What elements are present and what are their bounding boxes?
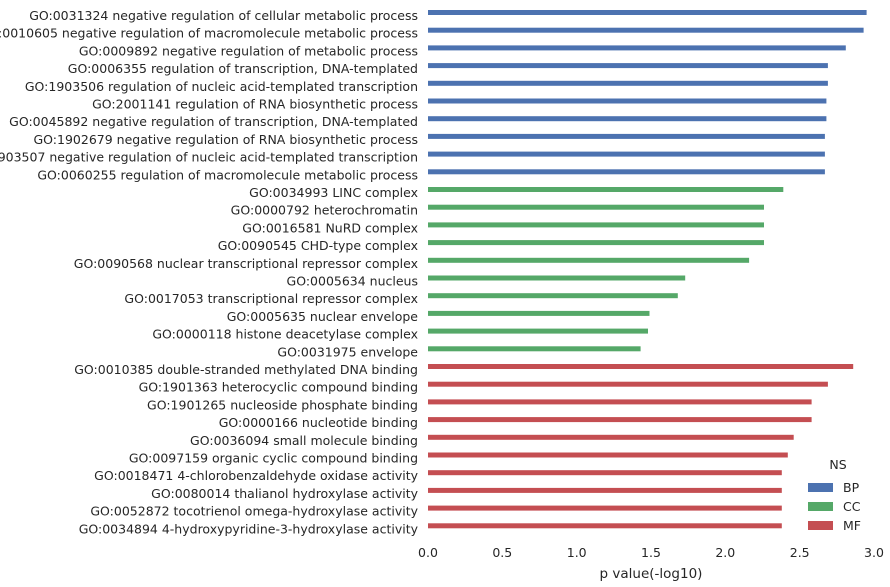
category-label: GO:0090545 CHD-type complex	[218, 238, 418, 253]
category-label: GO:0005635 nuclear envelope	[227, 309, 419, 324]
bar-cc	[428, 275, 686, 281]
bar-cc	[428, 293, 678, 299]
category-label: GO:0034894 4-hydroxypyridine-3-hydroxyla…	[79, 521, 419, 536]
category-label: GO:1901363 heterocyclic compound binding	[139, 380, 418, 395]
legend-title: NS	[829, 457, 846, 472]
category-label: GO:0090568 nuclear transcriptional repre…	[74, 256, 418, 271]
bar-bp	[428, 10, 867, 15]
category-label: GO:0034993 LINC complex	[249, 185, 418, 200]
bars-group	[428, 10, 867, 529]
category-label: GO:0000118 histone deacetylase complex	[152, 327, 418, 342]
category-label: GO:1903507 negative regulation of nuclei…	[0, 150, 418, 165]
x-axis-title: p value(-log10)	[600, 566, 703, 582]
x-tick-label: 2.5	[790, 545, 810, 560]
bar-mf	[428, 364, 854, 369]
category-label: GO:0005634 nucleus	[287, 274, 418, 289]
category-label: GO:1901265 nucleoside phosphate binding	[147, 397, 418, 412]
legend-label-mf: MF	[843, 518, 861, 533]
bar-cc	[428, 222, 764, 228]
bar-cc	[428, 328, 648, 334]
bar-bp	[428, 169, 825, 175]
bar-cc	[428, 257, 750, 263]
bar-mf	[428, 381, 828, 387]
category-label: GO:1903506 regulation of nucleic acid-te…	[25, 79, 418, 94]
category-label: GO:1902679 negative regulation of RNA bi…	[33, 132, 418, 147]
category-label: GO:0000166 nucleotide binding	[219, 415, 418, 430]
bar-bp	[428, 133, 825, 139]
bar-mf	[428, 452, 788, 458]
x-tick-label: 2.0	[715, 545, 735, 560]
legend-label-bp: BP	[843, 480, 860, 495]
category-label: GO:0097159 organic cyclic compound bindi…	[129, 451, 418, 466]
bar-cc	[428, 346, 641, 352]
bar-bp	[428, 80, 828, 86]
x-tick-label: 1.0	[567, 545, 587, 560]
bar-bp	[428, 116, 827, 122]
legend-swatch-bp	[808, 483, 833, 492]
bar-cc	[428, 310, 650, 316]
category-label: GO:0060255 regulation of macromolecule m…	[37, 167, 418, 182]
bar-mf	[428, 505, 782, 511]
legend-swatch-mf	[808, 521, 833, 530]
category-label: GO:0052872 tocotrienol omega-hydroxylase…	[90, 504, 418, 519]
legend: NS BP CC MF	[808, 457, 861, 533]
x-tick-label: 1.5	[641, 545, 661, 560]
bar-bp	[428, 151, 825, 157]
category-label: GO:0080014 thalianol hydroxylase activit…	[151, 486, 418, 501]
category-label: GO:0000792 heterochromatin	[231, 203, 418, 218]
bar-bp	[428, 27, 864, 33]
category-label: GO:0017053 transcriptional repressor com…	[124, 291, 418, 306]
bar-cc	[428, 240, 764, 246]
bar-mf	[428, 487, 782, 493]
category-label: GO:0016581 NuRD complex	[242, 220, 418, 235]
category-label: GO:2001141 regulation of RNA biosyntheti…	[92, 97, 418, 112]
legend-swatch-cc	[808, 502, 833, 511]
category-label: GO:0006355 regulation of transcription, …	[68, 61, 418, 76]
x-tick-label: 0.0	[418, 545, 438, 560]
bar-mf	[428, 399, 812, 405]
category-label: GO:0018471 4-chlorobenzaldehyde oxidase …	[94, 468, 418, 483]
category-label: GO:0031324 negative regulation of cellul…	[29, 8, 418, 23]
bar-mf	[428, 417, 812, 423]
x-tick-label: 0.5	[492, 545, 512, 560]
category-label: GO:0031975 envelope	[277, 344, 418, 359]
bar-bp	[428, 45, 846, 51]
category-label: GO:0045892 negative regulation of transc…	[9, 114, 418, 129]
bar-mf	[428, 470, 782, 476]
bar-bp	[428, 98, 827, 104]
category-label: GO:0009892 negative regulation of metabo…	[79, 43, 418, 58]
x-axis-ticks: 0.0 0.5 1.0 1.5 2.0 2.5 3.0	[418, 545, 884, 560]
category-label: GO:0036094 small molecule binding	[190, 433, 418, 448]
bar-mf	[428, 434, 794, 440]
category-label: GO:0010605 negative regulation of macrom…	[0, 26, 418, 41]
bar-cc	[428, 187, 784, 192]
x-tick-label: 3.0	[864, 545, 884, 560]
bar-cc	[428, 204, 764, 210]
bar-bp	[428, 63, 828, 69]
legend-label-cc: CC	[843, 499, 861, 514]
category-label: GO:0010385 double-stranded methylated DN…	[74, 362, 418, 377]
bar-mf	[428, 523, 782, 529]
category-labels: GO:0031324 negative regulation of cellul…	[0, 8, 419, 536]
